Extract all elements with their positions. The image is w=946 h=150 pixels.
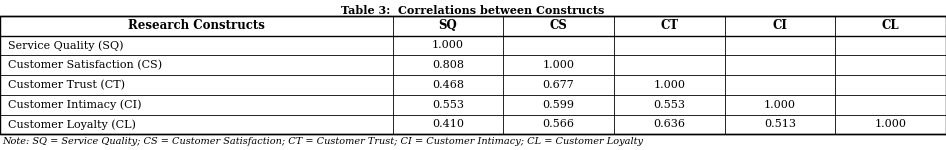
Text: Research Constructs: Research Constructs bbox=[128, 19, 265, 32]
Text: 1.000: 1.000 bbox=[654, 80, 685, 90]
Text: 0.677: 0.677 bbox=[543, 80, 574, 90]
Text: 1.000: 1.000 bbox=[764, 100, 796, 110]
Text: 1.000: 1.000 bbox=[543, 60, 574, 70]
Text: 0.636: 0.636 bbox=[654, 119, 685, 129]
Text: SQ: SQ bbox=[439, 19, 457, 32]
Text: 0.808: 0.808 bbox=[432, 60, 464, 70]
Bar bbox=[0, 16, 946, 134]
Text: CL: CL bbox=[882, 19, 900, 32]
Text: Note: SQ = Service Quality; CS = Customer Satisfaction; CT = Customer Trust; CI : Note: SQ = Service Quality; CS = Custome… bbox=[2, 136, 643, 146]
Text: CI: CI bbox=[773, 19, 787, 32]
Text: CT: CT bbox=[660, 19, 678, 32]
Text: CS: CS bbox=[550, 19, 568, 32]
Text: 0.566: 0.566 bbox=[543, 119, 574, 129]
Text: Table 3:  Correlations between Constructs: Table 3: Correlations between Constructs bbox=[342, 5, 604, 16]
Text: 1.000: 1.000 bbox=[432, 40, 464, 50]
Text: Customer Intimacy (CI): Customer Intimacy (CI) bbox=[8, 99, 141, 110]
Text: 0.468: 0.468 bbox=[432, 80, 464, 90]
Text: 0.513: 0.513 bbox=[764, 119, 796, 129]
Text: Service Quality (SQ): Service Quality (SQ) bbox=[8, 40, 123, 51]
Text: 1.000: 1.000 bbox=[875, 119, 906, 129]
Text: Customer Trust (CT): Customer Trust (CT) bbox=[8, 80, 125, 90]
Text: Customer Satisfaction (CS): Customer Satisfaction (CS) bbox=[8, 60, 162, 70]
Text: 0.599: 0.599 bbox=[543, 100, 574, 110]
Text: Customer Loyalty (CL): Customer Loyalty (CL) bbox=[8, 119, 135, 130]
Text: 0.553: 0.553 bbox=[432, 100, 464, 110]
Text: 0.553: 0.553 bbox=[654, 100, 685, 110]
Text: 0.410: 0.410 bbox=[432, 119, 464, 129]
